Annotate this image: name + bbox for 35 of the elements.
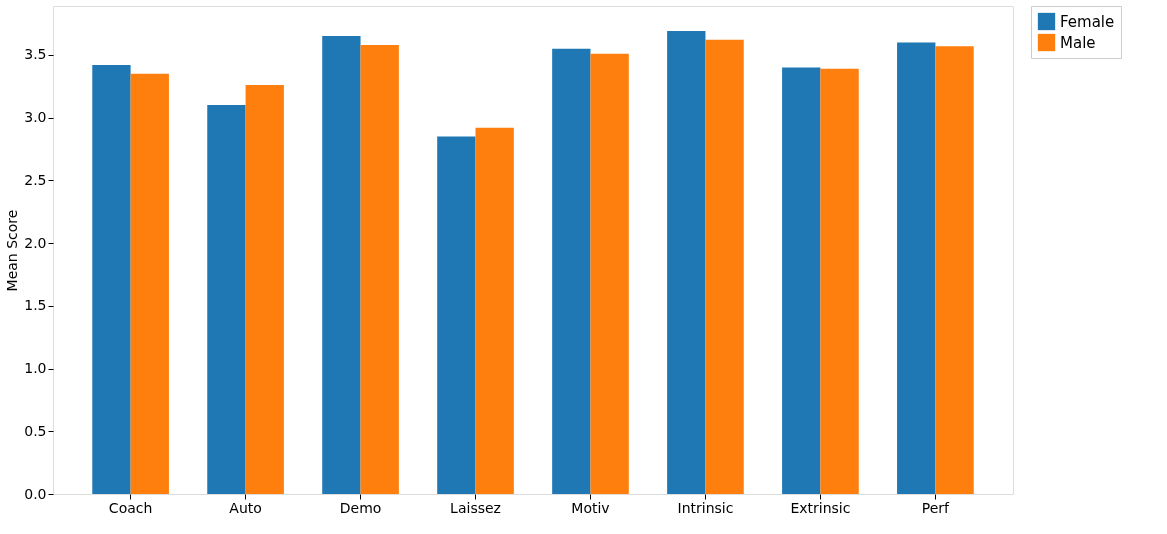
bar — [705, 39, 744, 494]
x-tick-label: Perf — [921, 499, 951, 516]
y-tick-label: 3.5 — [24, 46, 47, 63]
bar — [245, 85, 284, 494]
x-tick-label: Auto — [229, 499, 262, 516]
bar — [667, 31, 706, 494]
x-tick-label: Intrinsic — [677, 499, 734, 516]
y-tick-label: 2.0 — [24, 234, 47, 251]
y-tick-label: 1.5 — [24, 297, 47, 314]
y-tick-label: 2.5 — [24, 171, 47, 188]
bar — [360, 44, 399, 494]
bar — [590, 53, 629, 494]
y-tick-label: 1.0 — [24, 360, 47, 377]
y-tick-label: 0.5 — [24, 422, 47, 439]
y-axis-title: Mean Score — [4, 209, 21, 292]
bar — [437, 136, 476, 494]
bar — [207, 105, 246, 494]
bar — [552, 48, 591, 494]
bar — [130, 73, 169, 494]
x-tick-label: Coach — [108, 499, 153, 516]
x-tick-label: Motiv — [571, 499, 610, 516]
bar — [820, 68, 859, 494]
bar — [897, 42, 936, 494]
bar — [92, 64, 131, 494]
y-tick-label: 3.0 — [24, 109, 47, 126]
legend-label: Female — [1060, 12, 1115, 31]
x-tick-label: Extrinsic — [790, 499, 851, 516]
bar — [475, 127, 514, 494]
bar — [322, 36, 361, 494]
bar — [935, 46, 974, 494]
bar — [782, 67, 821, 494]
y-tick-label: 0.0 — [24, 485, 47, 502]
legend-label: Male — [1060, 33, 1096, 52]
x-tick-label: Demo — [339, 499, 382, 516]
x-tick-label: Laissez — [450, 499, 501, 516]
